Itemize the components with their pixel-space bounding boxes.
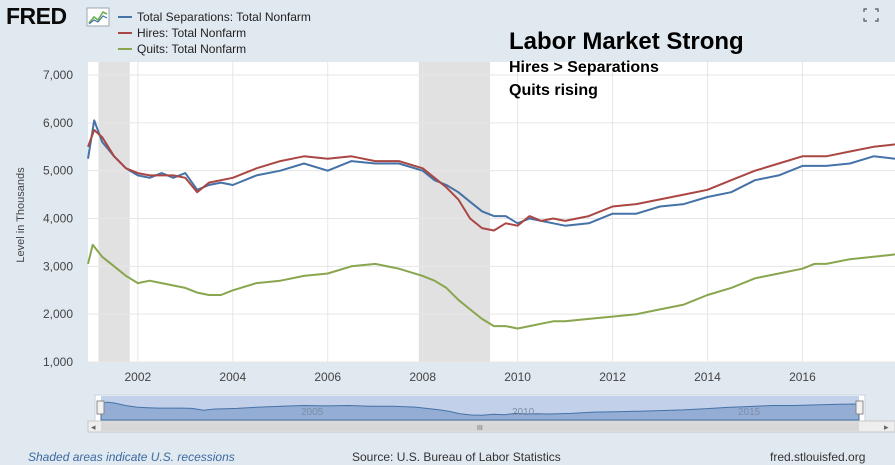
series-lines [87,119,895,330]
recession-bands [98,62,491,362]
navigator-series [100,401,860,421]
site-link[interactable]: fred.stlouisfed.org [770,450,865,464]
source-text: Source: U.S. Bureau of Labor Statistics [352,450,561,464]
y-tick-label: 7,000 [43,68,73,82]
navigator[interactable]: 2005 2010 2015 [94,394,866,423]
y-tick-label: 5,000 [43,164,73,178]
scrollbar-left-arrow-icon[interactable]: ◂ [91,423,96,433]
annotation-line2: Quits rising [509,82,598,99]
y-tick-label: 3,000 [43,259,73,273]
x-tick-label: 2006 [314,370,341,384]
navigator-label-2005: 2005 [301,407,324,418]
recession-note: Shaded areas indicate U.S. recessions [28,450,235,464]
y-tick-label: 4,000 [43,212,73,226]
x-tick-label: 2002 [124,370,151,384]
expand-icon[interactable] [863,8,879,22]
x-tick-label: 2004 [219,370,246,384]
navigator-handle-right[interactable] [855,400,864,415]
scrollbar-right-arrow-icon[interactable]: ▸ [884,423,889,433]
scrollbar-grip-icon[interactable]: III [477,425,483,432]
header-svg: FRED Total Separations: Total Nonfarm Hi… [6,3,879,56]
y-tick-label: 2,000 [43,307,73,321]
legend-label-quits: Quits: Total Nonfarm [137,42,246,56]
x-tick-label: 2016 [789,370,816,384]
scrollbar[interactable]: ◂ ▸ III [87,420,895,433]
x-tick-label: 2012 [599,370,626,384]
recession-band-1 [418,62,491,362]
navigator-label-2015: 2015 [738,407,761,418]
x-tick-label: 2008 [409,370,436,384]
chart-header: FRED Total Separations: Total Nonfarm Hi… [0,0,895,62]
legend: Total Separations: Total Nonfarm Hires: … [118,10,311,56]
y-tick-labels: 1,000 2,000 3,000 4,000 5,000 6,000 7,000 [43,68,73,369]
navigator-handle-left[interactable] [96,400,105,415]
series-line-quits [87,243,895,330]
series-line-separations [87,119,895,227]
navigator-series-area [100,401,860,421]
x-tick-label: 2014 [694,370,721,384]
legend-label-hires: Hires: Total Nonfarm [137,26,246,40]
legend-label-separations: Total Separations: Total Nonfarm [137,10,311,24]
series-line-hires [87,129,895,232]
x-tick-labels: 2002 2004 2006 2008 2010 2012 2014 2016 [124,370,816,384]
y-tick-label: 6,000 [43,116,73,130]
annotation-line1: Hires > Separations [509,59,659,76]
recession-band-0 [98,62,130,362]
scrollbar-thumb[interactable] [101,422,859,431]
plot-area [88,62,895,362]
x-tick-label: 2010 [504,370,531,384]
fred-logo[interactable]: FRED [6,3,67,29]
grid-lines [88,62,895,363]
annotation-title: Labor Market Strong [509,28,744,55]
navigator-label-2010: 2010 [512,407,535,418]
y-tick-label: 1,000 [43,355,73,369]
fred-logo-chart-icon [86,7,110,27]
y-axis-label: Level in Thousands [15,167,27,263]
